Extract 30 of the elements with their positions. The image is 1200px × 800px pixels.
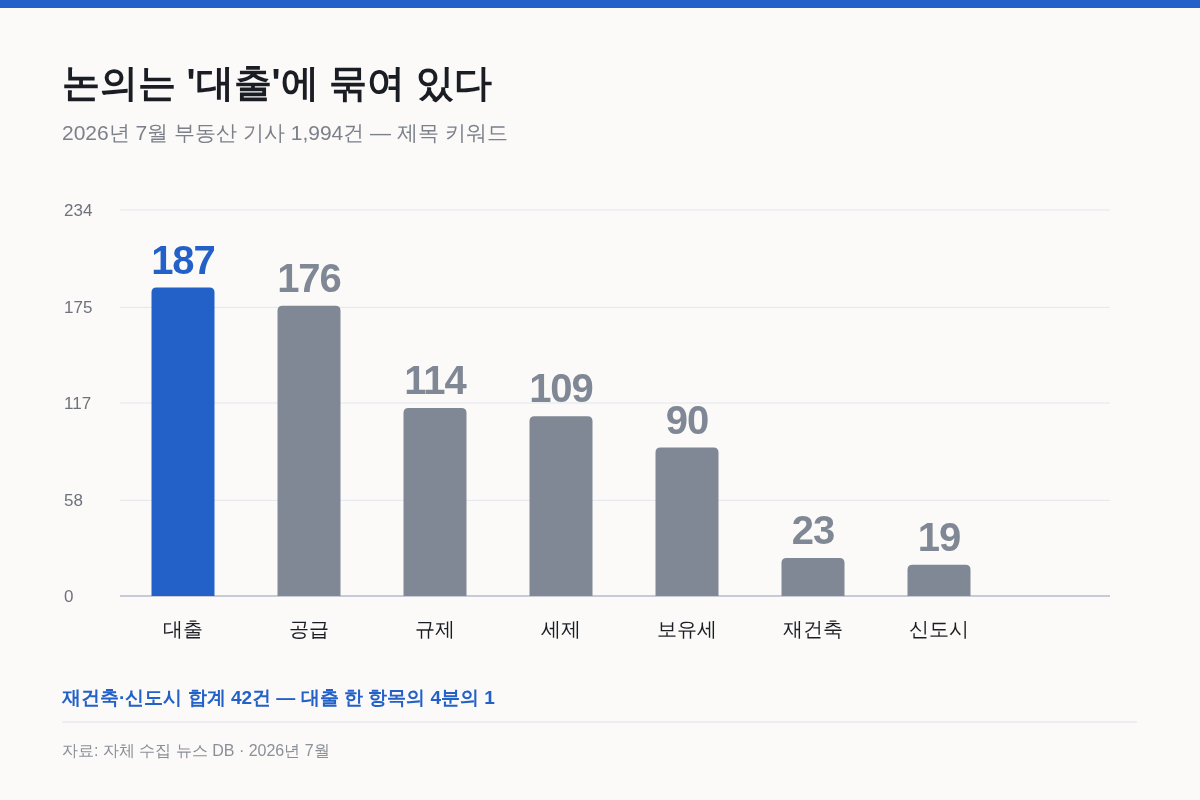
y-tick-label: 175	[64, 298, 93, 318]
bar	[277, 305, 341, 596]
x-tick-label: 재건축	[783, 618, 843, 640]
x-tick-label: 규제	[415, 618, 455, 640]
bar	[403, 407, 467, 596]
chart-subtitle: 2026년 7월 부동산 기사 1,994건 — 제목 키워드	[62, 121, 508, 144]
data-label: 109	[529, 366, 593, 411]
x-tick-label: 세제	[541, 618, 581, 640]
y-tick-label: 0	[64, 587, 74, 606]
x-tick-label: 보유세	[657, 618, 717, 640]
data-label: 176	[277, 255, 341, 300]
x-tick-label: 공급	[289, 618, 329, 640]
bar	[907, 564, 971, 596]
data-label: 114	[404, 357, 468, 402]
bar	[781, 558, 845, 596]
chart-title: 논의는 '대출'에 묶여 있다	[62, 62, 492, 104]
x-tick-label: 대출	[163, 618, 203, 640]
y-tick-label: 117	[64, 394, 92, 413]
bar	[655, 447, 719, 596]
bar	[151, 287, 215, 596]
data-label: 19	[917, 514, 961, 559]
y-tick-label: 234	[64, 201, 93, 220]
data-label: 23	[791, 508, 835, 553]
bar	[529, 416, 593, 596]
text: 재건축·신도시 합계 42건 — 대출 한 항목의 4분의 1	[61, 687, 496, 708]
data-label: 90	[665, 397, 709, 442]
text: 자료: 자체 수집 뉴스 DB · 2026년 7월	[62, 742, 330, 759]
data-label: 187	[151, 237, 215, 282]
x-tick-label: 신도시	[909, 618, 969, 640]
y-tick-label: 58	[64, 491, 83, 511]
